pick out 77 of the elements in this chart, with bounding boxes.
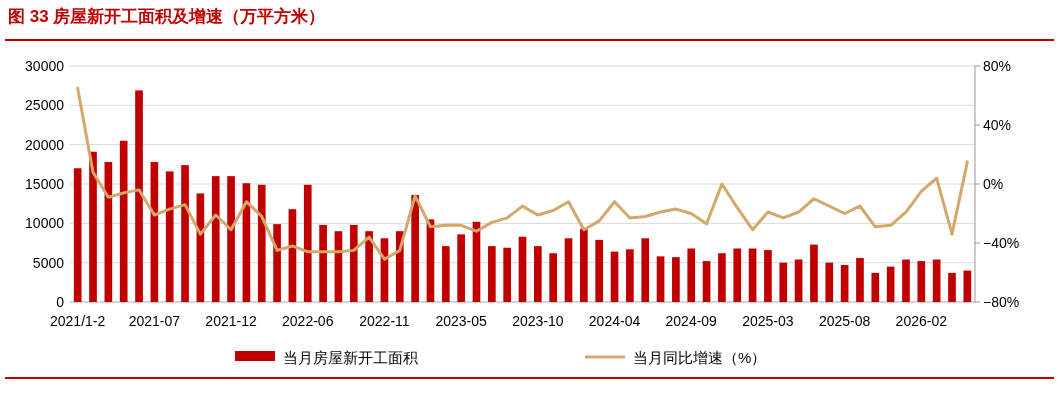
x-tick-label: 2025-08 [818,313,871,329]
bar [902,259,910,302]
chart-title: 图 33 房屋新开工面积及增速（万平方米） [8,7,326,26]
bar [273,224,281,302]
bar [687,248,696,302]
bar [595,239,604,302]
bar [825,262,834,302]
y-tick-label: 25000 [25,97,65,114]
y-tick-label: 20000 [25,136,65,153]
bar [917,261,926,302]
x-tick-label: 2026-02 [895,313,948,329]
bar [718,253,726,302]
x-tick-label: 2023-05 [435,313,488,329]
x-tick-label: 2021/1-2 [50,313,106,329]
bar [487,246,496,302]
bar [457,234,465,302]
bar [641,238,650,302]
legend-label: 当月房屋新开工面积 [283,349,418,366]
bar [165,171,174,302]
bar [948,272,956,302]
y2-tick-label: 40% [983,117,1012,133]
x-tick-label: 2023-10 [512,313,564,329]
bar [518,236,527,302]
bar [119,140,128,302]
bar [794,259,803,302]
bar [733,248,742,302]
bar [211,176,220,302]
bar [303,184,312,302]
y2-tick-label: 80% [983,58,1012,74]
bar [257,184,266,302]
bar [656,256,665,302]
y-tick-label: 5000 [32,254,65,271]
bar [580,228,588,302]
bar [349,224,358,302]
bar [810,244,818,302]
x-tick-label: 2022-11 [359,313,410,329]
bar [840,265,849,302]
bar [702,261,711,302]
bar [672,257,680,302]
y-tick-label: 10000 [25,215,65,232]
bar [411,195,419,302]
x-tick-label: 2021-07 [128,313,181,329]
y-tick-label: 0 [56,294,65,310]
bar [871,272,880,302]
bar [564,238,573,302]
bar [441,246,450,302]
bar [610,251,619,302]
x-tick-label: 2021-12 [205,313,257,329]
bar [534,246,542,302]
bar [764,250,772,302]
bar [856,257,864,302]
bar [779,262,788,302]
bar [503,247,511,302]
x-tick-label: 2022-06 [282,313,334,329]
bar [365,231,373,302]
y2-tick-label: 0% [983,176,1004,192]
y2-tick-label: −80% [983,294,1020,310]
bar [73,168,82,302]
bar [181,165,189,302]
bar [963,270,972,302]
x-tick-label: 2024-04 [588,313,641,329]
bar [135,90,143,302]
line-series [76,86,969,261]
bar [319,224,327,302]
x-tick-label: 2024-09 [665,313,718,329]
legend-label: 当月同比增速（%） [633,349,767,366]
bar [748,248,757,302]
bar [89,151,97,302]
bar [932,259,941,302]
bar [886,266,895,302]
y-tick-label: 15000 [25,176,65,192]
bar [626,249,634,302]
x-tick-label: 2025-03 [742,313,794,329]
bar [549,253,558,302]
y-tick-label: 30000 [25,58,65,74]
y2-tick-label: −40% [983,235,1020,251]
bar [227,176,235,302]
